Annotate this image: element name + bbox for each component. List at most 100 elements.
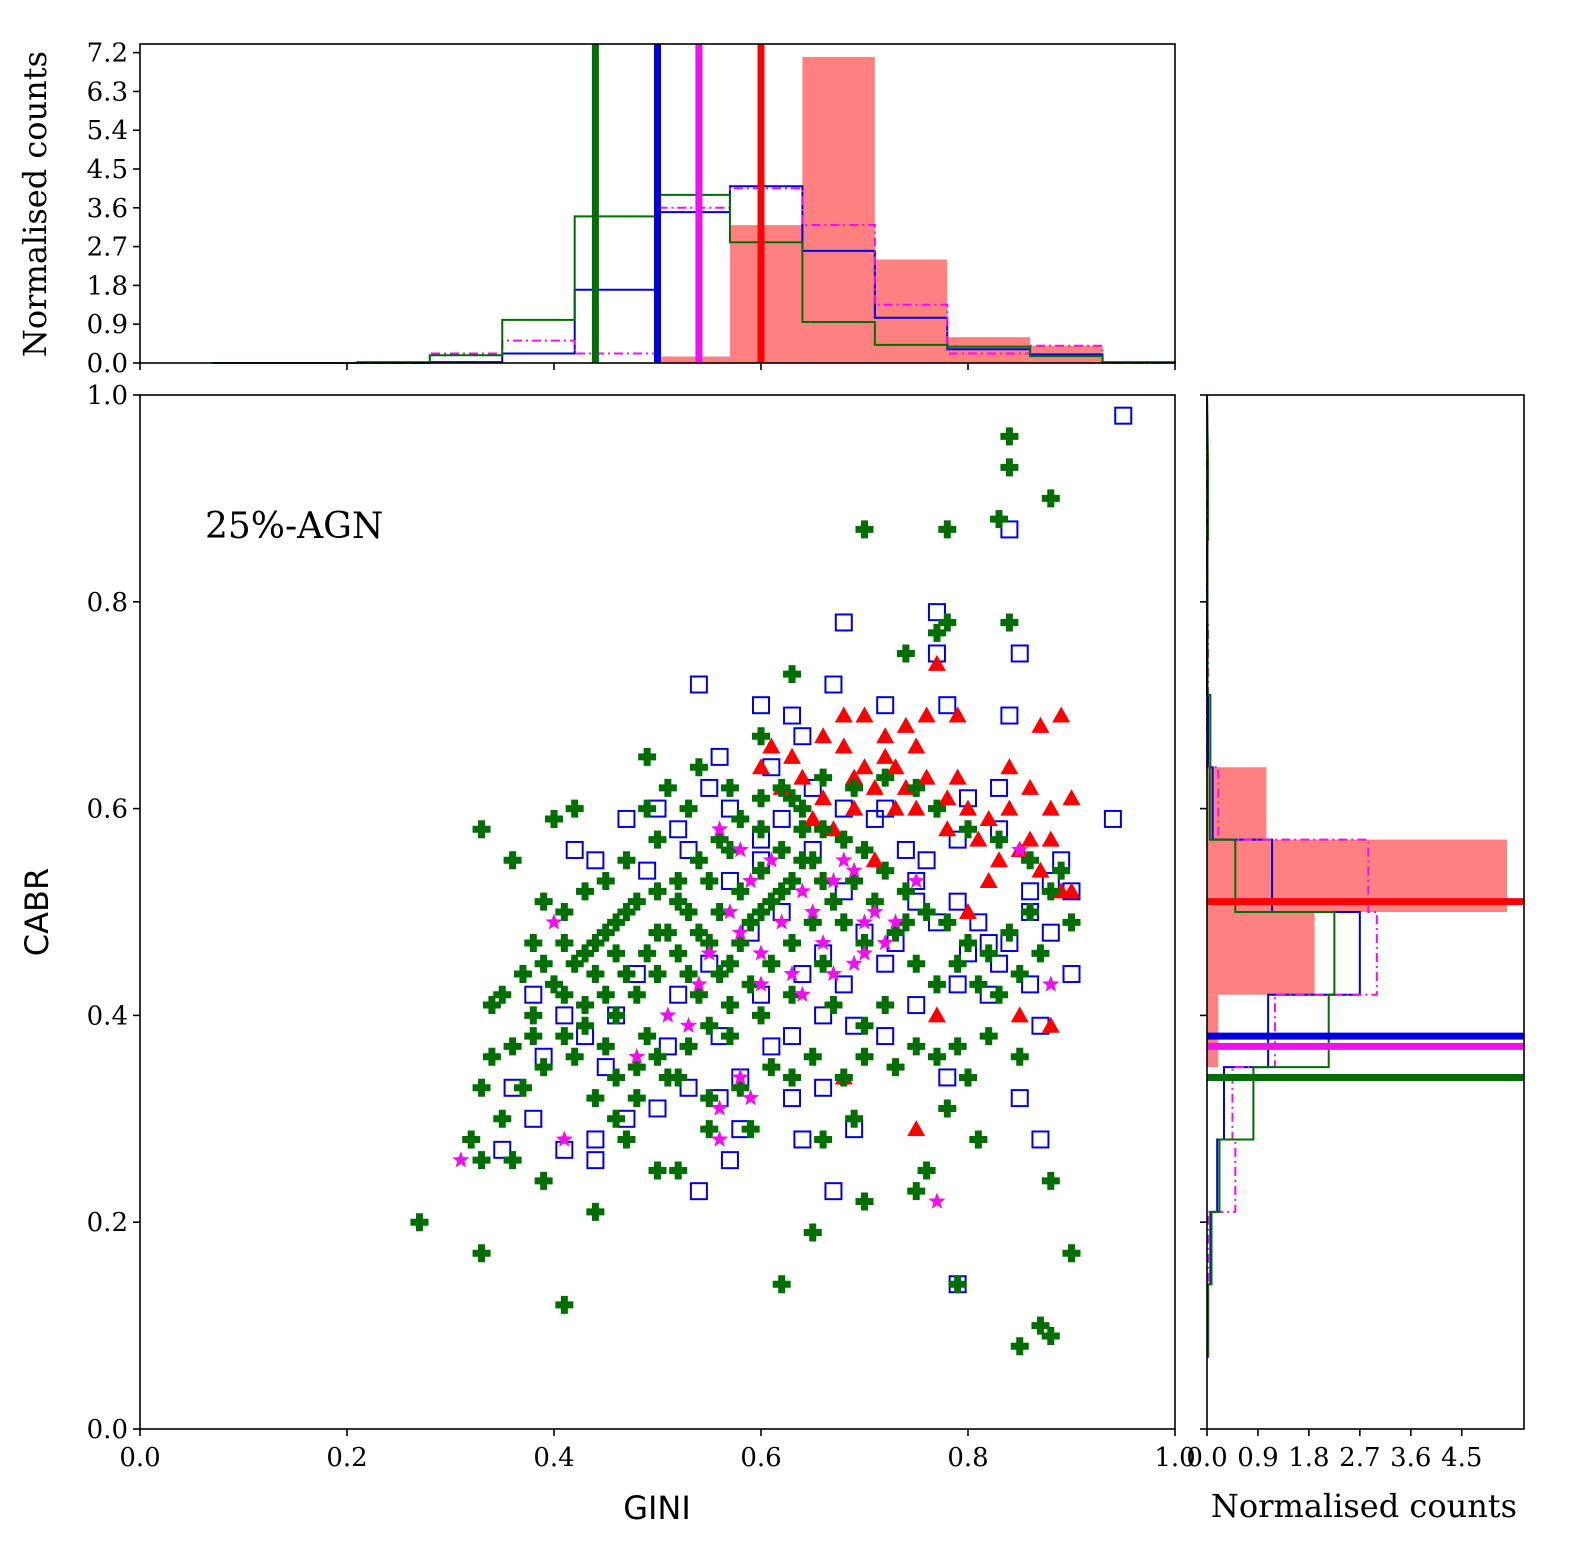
green-point — [990, 510, 1009, 529]
green-point — [700, 1016, 719, 1035]
blue-point — [679, 840, 698, 859]
green-point — [586, 934, 605, 953]
green-point — [803, 913, 822, 932]
top-y-tick-label: 3.6 — [87, 194, 128, 224]
green-point — [1031, 944, 1050, 963]
agn-top-bar — [802, 56, 875, 363]
green-point — [565, 1047, 584, 1066]
green-point — [959, 1068, 977, 1087]
green-point — [731, 882, 750, 901]
green-point — [917, 1161, 936, 1180]
green-point — [565, 799, 584, 818]
blue-point — [1031, 1130, 1050, 1149]
green-point — [720, 840, 739, 859]
green-point — [824, 996, 843, 1015]
magenta-point — [855, 944, 874, 961]
green-point — [783, 789, 802, 808]
blue-point — [586, 851, 605, 870]
green-point — [700, 1120, 719, 1139]
green-point — [534, 1171, 553, 1190]
green-point — [876, 861, 895, 880]
green-point — [783, 934, 802, 953]
blue-point — [752, 985, 770, 1004]
green-point — [1031, 1316, 1050, 1335]
blue-point — [1010, 1089, 1029, 1108]
green-point — [648, 830, 667, 849]
agn-point — [886, 799, 905, 816]
green-point — [741, 1120, 760, 1139]
magenta-point — [855, 913, 874, 930]
green-point — [658, 778, 677, 797]
agn-point — [1062, 789, 1081, 806]
green-point — [669, 871, 688, 890]
blue-point — [783, 706, 802, 725]
magenta-top-step — [212, 187, 1175, 364]
green-point — [607, 913, 626, 932]
green-point — [752, 861, 770, 880]
blue-point — [689, 1182, 708, 1201]
green-point — [814, 954, 833, 973]
blue-point — [524, 1109, 543, 1128]
green-point — [482, 1047, 501, 1066]
green-point — [834, 913, 853, 932]
agn-point — [845, 799, 864, 816]
green-point — [586, 1089, 605, 1108]
green-point — [689, 851, 708, 870]
right-histogram-xlabel: Normalised counts — [1211, 1487, 1517, 1525]
green-point — [938, 613, 957, 632]
green-point — [658, 923, 677, 942]
magenta-point — [928, 1192, 946, 1209]
right-histogram-panel: 0.0 0.9 1.8 2.7 3.6 4.5 Normalised counts — [1186, 394, 1525, 1525]
green-point — [1041, 1326, 1060, 1345]
green-point — [855, 1016, 874, 1035]
green-point — [948, 1037, 967, 1056]
green-point — [1062, 913, 1081, 932]
green-point — [752, 820, 770, 839]
blue-point — [1000, 520, 1019, 539]
blue-point — [907, 892, 926, 911]
green-point — [772, 840, 791, 859]
agn-point — [783, 747, 802, 764]
green-point — [907, 778, 926, 797]
top-y-tick-label: 2.7 — [87, 233, 128, 263]
green-point — [565, 954, 584, 973]
green-point — [720, 954, 739, 973]
green-point — [783, 985, 802, 1004]
blue-point — [555, 1006, 574, 1025]
magenta-point — [659, 1006, 677, 1023]
green-point — [1000, 427, 1019, 446]
green-point — [814, 1130, 833, 1149]
green-point — [658, 1068, 677, 1087]
green-point — [627, 1058, 646, 1077]
magenta-point — [742, 1089, 760, 1106]
green-point — [576, 1016, 595, 1035]
agn-point — [907, 1120, 926, 1137]
green-point — [731, 809, 750, 828]
x-tick-label: 0.8 — [947, 1443, 988, 1473]
top-y-tick-label: 6.3 — [87, 77, 128, 107]
green-point — [493, 985, 512, 1004]
blue-point — [783, 1027, 802, 1046]
blue-point — [927, 603, 946, 622]
magenta-point — [783, 965, 801, 982]
green-point — [896, 913, 915, 932]
green-point — [513, 965, 532, 984]
blue-point — [990, 954, 1009, 973]
green-point — [545, 809, 563, 828]
agn-point — [927, 654, 946, 671]
green-point — [627, 892, 646, 911]
agn-point — [1052, 706, 1071, 723]
green-point — [710, 830, 729, 849]
blue-point — [824, 675, 843, 694]
agn-point — [845, 768, 864, 785]
green-point — [607, 1006, 626, 1025]
agn-point — [814, 727, 833, 744]
green-point — [803, 1223, 822, 1242]
magenta-point — [711, 820, 729, 837]
agn-point — [876, 747, 895, 764]
agn-point — [814, 789, 833, 806]
blue-point — [876, 696, 895, 715]
agn-point — [855, 706, 874, 723]
green-point — [731, 1078, 750, 1097]
green-point — [669, 892, 688, 911]
